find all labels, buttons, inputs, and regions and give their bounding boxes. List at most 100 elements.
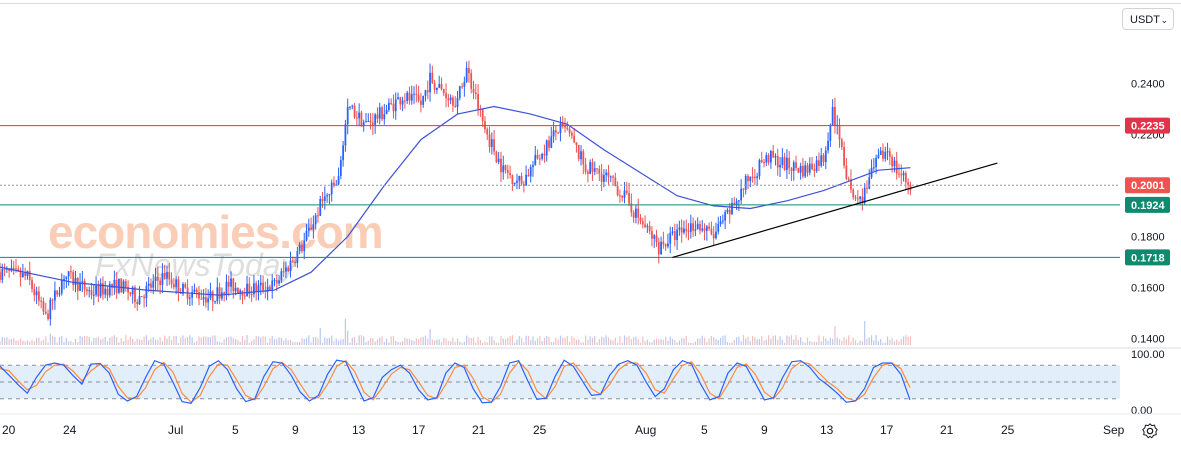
candle-body <box>701 228 704 231</box>
volume-bar <box>271 336 273 345</box>
volume-bar <box>790 335 793 345</box>
x-tick-label: 13 <box>820 423 834 437</box>
candle-body <box>550 136 553 148</box>
candle-body <box>319 198 322 216</box>
candle-body <box>15 268 17 270</box>
volume-bar <box>578 339 580 345</box>
volume-bar <box>703 337 706 345</box>
candle-body <box>875 157 878 168</box>
candle-body <box>21 272 24 278</box>
candle-body <box>214 301 216 303</box>
volume-bar <box>360 335 363 345</box>
candle-body <box>733 202 736 206</box>
candle-body <box>326 195 329 197</box>
volume-bar <box>109 337 111 345</box>
candles <box>0 60 912 326</box>
candle-body <box>317 215 319 217</box>
candle-body <box>40 300 43 302</box>
candle-body <box>102 283 104 295</box>
candle-body <box>376 114 379 119</box>
volume-bar <box>731 342 733 345</box>
volume-bar <box>248 342 250 345</box>
volume-bar <box>36 337 38 345</box>
candle-body <box>852 189 855 198</box>
volume-bar <box>701 335 703 345</box>
volume-bar <box>735 337 738 345</box>
volume-bar <box>749 341 751 345</box>
candle-body <box>657 242 660 255</box>
volume-bar <box>31 339 33 345</box>
candle-body <box>390 102 393 104</box>
candle-body <box>808 163 811 173</box>
currency-selector[interactable]: USDT ⌄ <box>1122 8 1174 30</box>
volume-bar <box>687 342 690 345</box>
volume-bar <box>559 335 562 345</box>
volume-bar <box>763 340 765 345</box>
volume-bar <box>882 342 884 345</box>
volume-bar <box>751 335 754 345</box>
candle-body <box>413 93 415 95</box>
volume-bar <box>262 336 264 345</box>
candle-body <box>673 231 676 240</box>
candle-body <box>580 151 582 160</box>
volume-bar <box>29 341 31 345</box>
candle-body <box>63 278 65 281</box>
candle-body <box>202 297 205 300</box>
candle-body <box>420 100 422 105</box>
candle-body <box>403 100 406 102</box>
candle-body <box>200 298 203 300</box>
volume-bar <box>585 335 587 345</box>
settings-gear-icon[interactable] <box>1141 422 1159 440</box>
volume-bar <box>813 341 815 345</box>
volume-bar <box>276 338 278 345</box>
volume-bar <box>536 338 539 345</box>
candle-body <box>383 114 386 120</box>
volume-bar <box>800 337 802 345</box>
volume-bar <box>502 338 504 345</box>
candle-body <box>216 287 219 302</box>
volume-bar <box>527 335 530 345</box>
volume-bar <box>264 336 266 345</box>
candle-body <box>621 195 624 198</box>
candle-body <box>374 114 377 125</box>
volume-bar <box>793 339 795 345</box>
candle-body <box>230 278 232 287</box>
candle-body <box>140 296 143 298</box>
volume-bar <box>479 340 481 345</box>
volume-bar <box>388 342 390 345</box>
candle-body <box>797 167 800 173</box>
volume-bar <box>834 326 836 345</box>
volume-bar <box>722 335 724 345</box>
volume-bar <box>539 336 541 345</box>
volume-bar <box>628 336 630 345</box>
candle-body <box>74 278 77 285</box>
candle-body <box>431 72 434 84</box>
volume-bar <box>413 341 415 345</box>
candle-body <box>781 157 784 165</box>
candle-body <box>667 243 669 247</box>
volume-bar <box>406 338 408 345</box>
x-tick-label: 9 <box>761 423 768 437</box>
x-tick-label: 13 <box>352 423 366 437</box>
candle-body <box>188 297 191 299</box>
volume-bar <box>152 337 154 345</box>
candle-body <box>591 162 594 172</box>
volume-bar <box>438 339 440 345</box>
volume-bar <box>225 337 228 345</box>
volume-bar <box>452 337 454 345</box>
volume-bar <box>193 342 196 345</box>
candle-body <box>513 182 516 185</box>
volume-bar <box>612 340 614 345</box>
candle-body <box>454 105 457 107</box>
volume-bar <box>651 342 653 345</box>
candle-body <box>129 292 132 295</box>
candle-body <box>394 99 397 112</box>
candle-body <box>351 105 354 107</box>
volume-bar <box>756 339 758 345</box>
candle-body <box>410 94 413 101</box>
candle-body <box>861 196 864 204</box>
candle-body <box>90 290 93 296</box>
volume-bar <box>385 338 388 345</box>
